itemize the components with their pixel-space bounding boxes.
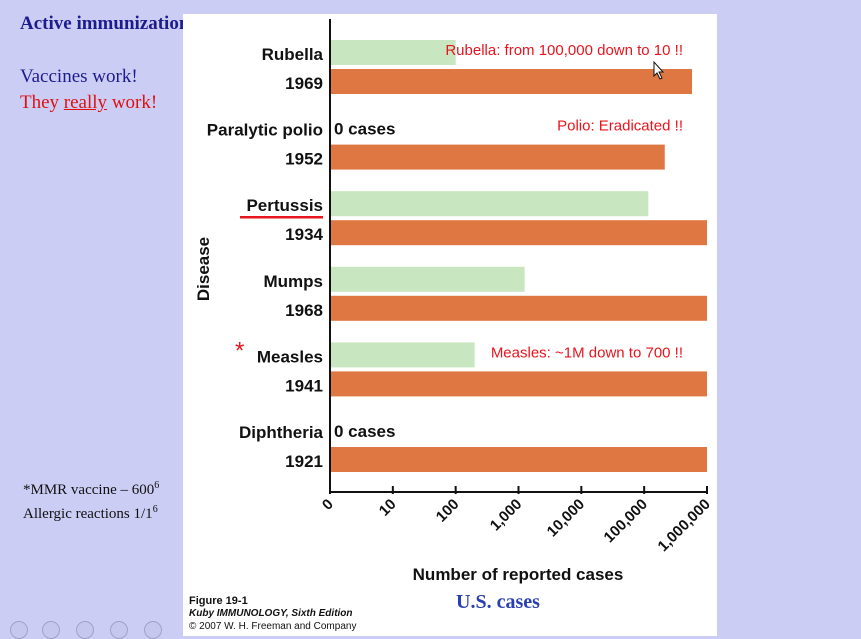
figure-caption-copyright: © 2007 W. H. Freeman and Company — [189, 621, 357, 632]
disease-label: Rubella — [262, 45, 324, 64]
year-label: 1934 — [285, 225, 323, 244]
mouse-cursor-icon — [653, 60, 665, 80]
disease-label: Mumps — [264, 272, 324, 291]
x-tick-label: 100 — [433, 496, 463, 526]
bar-historic-rubella — [331, 69, 692, 94]
they-really-work-text: They really work! — [20, 92, 157, 114]
figure-caption-number: Figure 19-1 — [189, 595, 248, 607]
x-tick-label: 10,000 — [544, 496, 588, 540]
text-part: They — [20, 92, 64, 113]
note-line-2: Allergic reactions 1/16 — [23, 500, 159, 524]
bar-recent-rubella — [331, 40, 456, 65]
x-tick-label: 0 — [319, 496, 337, 514]
measles-asterisk: * — [235, 337, 244, 364]
y-axis-title: Disease — [194, 237, 213, 301]
slide-nav-controls — [0, 619, 180, 639]
year-label: 1952 — [285, 150, 323, 169]
bar-chart: 0 10 100 1,000 10,000 100,000 1,000,000 Number … — [194, 19, 714, 584]
disease-label: Diphtheria — [239, 423, 324, 442]
year-label: 1921 — [285, 452, 323, 471]
x-tick-label: 1,000,000 — [655, 496, 714, 555]
bar-recent-mumps — [331, 266, 525, 292]
bar-recent-pertussis — [331, 191, 649, 217]
note-sup: 6 — [152, 504, 158, 515]
text-part: work! — [107, 92, 158, 113]
bar-historic-measles — [331, 371, 707, 397]
note-text: *MMR vaccine – 600 — [23, 482, 155, 498]
bar-historic-paralytic-polio — [331, 144, 665, 170]
x-tick-label: 100,000 — [601, 496, 651, 546]
figure-card: 0 10 100 1,000 10,000 100,000 1,000,000 Number … — [183, 14, 717, 636]
mmr-note: *MMR vaccine – 6006 Allergic reactions 1… — [23, 476, 159, 524]
year-label: 1969 — [285, 74, 323, 93]
grid-view-button[interactable] — [110, 621, 128, 639]
recent-value-label: 0 cases — [334, 422, 395, 441]
x-axis-title: Number of reported cases — [413, 565, 624, 584]
note-sup: 6 — [154, 480, 160, 491]
disease-label: Paralytic polio — [207, 121, 323, 140]
zoom-button[interactable] — [144, 621, 162, 639]
x-tick-label: 1,000 — [487, 496, 526, 535]
note-line-1: *MMR vaccine – 6006 — [23, 476, 159, 500]
annotation-text: Measles: ~1M down to 700 !! — [491, 344, 683, 361]
disease-label: Pertussis — [246, 196, 323, 215]
slide-title: Active immunization — [20, 13, 190, 34]
annotation-text: Polio: Eradicated !! — [557, 118, 683, 135]
bar-recent-measles — [331, 342, 475, 368]
bar-historic-mumps — [331, 295, 707, 321]
bar-historic-pertussis — [331, 220, 707, 246]
x-tick-label: 10 — [376, 496, 400, 520]
disease-label: Measles — [257, 347, 323, 366]
year-label: 1941 — [285, 376, 323, 395]
year-label: 1968 — [285, 301, 323, 320]
underlined-word: really — [63, 92, 108, 113]
recent-value-label: 0 cases — [334, 120, 395, 139]
note-text: Allergic reactions 1/1 — [23, 506, 153, 522]
annotation-text: Rubella: from 100,000 down to 10 !! — [445, 42, 683, 59]
bar-historic-diphtheria — [331, 447, 707, 472]
next-slide-button[interactable] — [42, 621, 60, 639]
pen-tool-button[interactable] — [76, 621, 94, 639]
prev-slide-button[interactable] — [10, 621, 28, 639]
us-cases-label: U.S. cases — [456, 591, 540, 613]
figure-caption-book: Kuby IMMUNOLOGY, Sixth Edition — [189, 608, 353, 619]
vaccines-work-text: Vaccines work! — [20, 66, 138, 87]
